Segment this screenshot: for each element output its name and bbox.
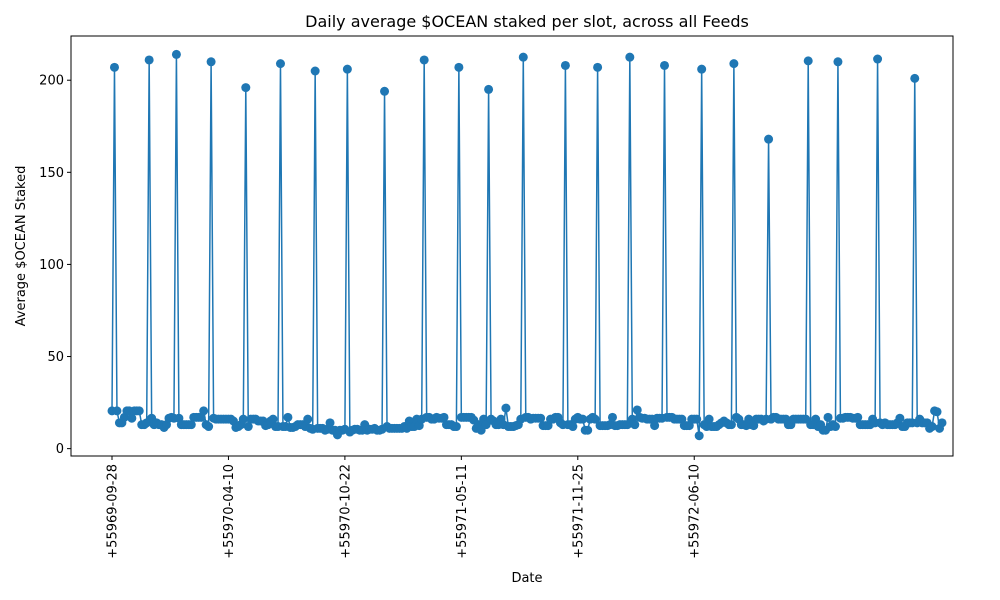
y-axis-title: Average $OCEAN Staked xyxy=(14,166,29,327)
y-tick-label: 200 xyxy=(39,74,64,89)
data-point xyxy=(853,412,863,422)
data-point xyxy=(536,413,546,423)
y-tick-label: 150 xyxy=(39,166,64,181)
data-point xyxy=(910,73,920,83)
data-point xyxy=(927,422,937,432)
data-point xyxy=(439,412,449,422)
x-tick-label: +55971-05-11 xyxy=(455,464,470,559)
data-point xyxy=(650,421,660,431)
data-point xyxy=(697,64,707,74)
data-point xyxy=(127,413,137,423)
data-point xyxy=(764,134,774,144)
data-point xyxy=(419,55,429,65)
data-point xyxy=(630,420,640,430)
data-point xyxy=(238,414,248,424)
data-point xyxy=(726,420,736,430)
data-point xyxy=(268,414,278,424)
data-point xyxy=(241,83,251,93)
y-tick-label: 100 xyxy=(39,258,64,273)
data-point xyxy=(578,414,588,424)
plot-area xyxy=(107,49,947,441)
data-point xyxy=(380,86,390,96)
data-point xyxy=(803,56,813,66)
data-point xyxy=(134,406,144,416)
x-tick-label: +55970-04-10 xyxy=(222,464,237,559)
data-point xyxy=(560,60,570,70)
data-point xyxy=(632,405,642,415)
data-point xyxy=(204,422,214,432)
x-axis-title: Date xyxy=(511,571,542,586)
data-point xyxy=(243,422,253,432)
data-point xyxy=(873,54,883,64)
data-point xyxy=(729,59,739,69)
data-point xyxy=(593,62,603,72)
data-point xyxy=(451,422,461,432)
x-tick-label: +55972-06-10 xyxy=(688,464,703,559)
data-point xyxy=(342,64,352,74)
data-point xyxy=(484,84,494,94)
chart-title: Daily average $OCEAN staked per slot, ac… xyxy=(305,12,749,31)
data-point xyxy=(303,414,313,424)
data-point xyxy=(694,431,704,441)
data-point xyxy=(186,420,196,430)
data-point xyxy=(583,425,593,435)
y-axis: 0 50 100 150 200 xyxy=(39,74,71,457)
data-point xyxy=(607,412,617,422)
data-point xyxy=(895,413,905,423)
x-tick-label: +55971-11-25 xyxy=(571,464,586,559)
data-point xyxy=(275,59,285,69)
y-tick-label: 0 xyxy=(56,442,64,457)
data-point xyxy=(283,412,293,422)
data-point xyxy=(660,60,670,70)
data-point xyxy=(937,418,947,428)
data-point xyxy=(830,422,840,432)
data-point xyxy=(823,412,833,422)
y-tick-label: 50 xyxy=(47,350,64,365)
data-point xyxy=(206,57,216,67)
x-tick-label: +55969-09-28 xyxy=(106,464,121,559)
data-point xyxy=(112,406,122,416)
data-point xyxy=(833,57,843,67)
data-point xyxy=(199,406,209,416)
data-point xyxy=(454,62,464,72)
data-point xyxy=(625,52,635,62)
data-point xyxy=(568,422,578,432)
data-point xyxy=(704,414,714,424)
data-point xyxy=(501,403,511,413)
data-point xyxy=(144,55,154,65)
data-point xyxy=(171,49,181,59)
data-point xyxy=(932,407,942,417)
data-point xyxy=(310,66,320,76)
data-point xyxy=(518,52,528,62)
data-point xyxy=(325,418,335,428)
data-point xyxy=(109,62,119,72)
x-tick-label: +55970-10-22 xyxy=(338,464,353,559)
data-point xyxy=(590,414,600,424)
plot-frame xyxy=(70,35,954,457)
series-line xyxy=(111,54,943,437)
data-point xyxy=(692,414,702,424)
x-axis: +55969-09-28 +55970-04-10 +55970-10-22 +559… xyxy=(106,456,703,559)
